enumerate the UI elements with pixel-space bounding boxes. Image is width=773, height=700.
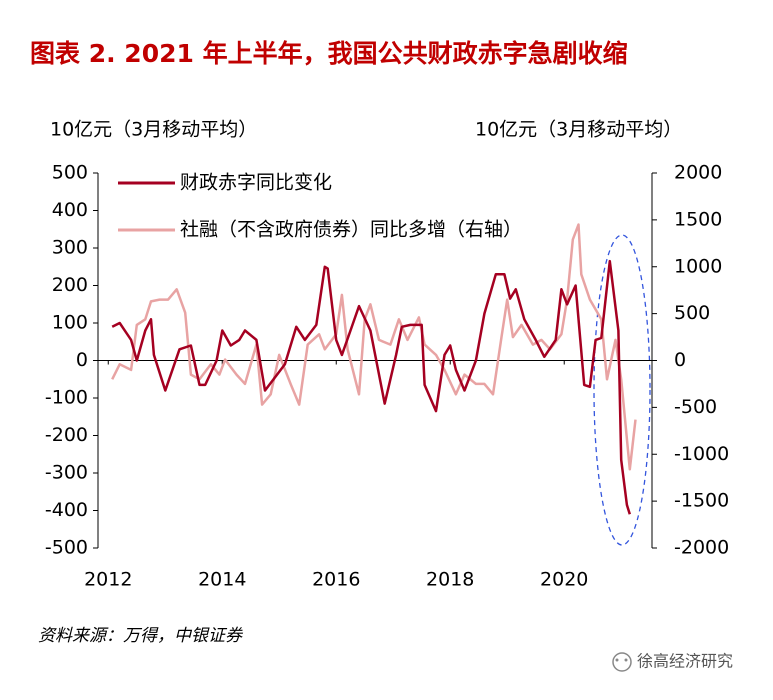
y-tick-label: 100 [52,312,88,334]
y2-tick-label: 1500 [674,208,722,230]
y-tick-label: 200 [52,274,88,296]
y2-axis-label: 10亿元（3月移动平均） [475,119,682,141]
y2-tick-label: -1500 [674,490,729,512]
y-tick-label: 300 [52,237,88,259]
x-tick-label: 2018 [426,569,474,591]
y-tick-label: -300 [45,462,88,484]
watermark-icon [612,652,632,672]
x-tick-label: 2012 [84,569,132,591]
x-tick-label: 2016 [312,569,360,591]
y-tick-label: -400 [45,499,88,521]
y2-tick-label: 500 [674,302,710,324]
y2-tick-label: 0 [674,349,686,371]
legend-label: 社融（不含政府债券）同比多增（右轴） [180,219,522,241]
watermark: 徐高经济研究 [637,652,733,671]
y2-tick-label: 1000 [674,255,722,277]
y-tick-label: -200 [45,424,88,446]
x-tick-label: 2020 [540,569,588,591]
source: 资料来源：万得，中银证券 [38,626,244,646]
y2-tick-label: 2000 [674,162,722,184]
x-tick-label: 2014 [198,569,246,591]
y-tick-label: -500 [45,537,88,559]
y-axis-label: 10亿元（3月移动平均） [50,119,257,141]
legend-label: 财政赤字同比变化 [180,172,332,194]
y-tick-label: -100 [45,387,88,409]
y-tick-label: 500 [52,162,88,184]
chart-title: 图表 2. 2021 年上半年，我国公共财政赤字急剧收缩 [30,39,628,68]
highlight-ellipse [593,234,651,546]
line-series [111,223,637,471]
line-series [111,259,631,515]
y2-tick-label: -500 [674,396,717,418]
y-tick-label: 400 [52,199,88,221]
y2-tick-label: -2000 [674,537,729,559]
y2-tick-label: -1000 [674,443,729,465]
y-tick-label: 0 [76,349,88,371]
